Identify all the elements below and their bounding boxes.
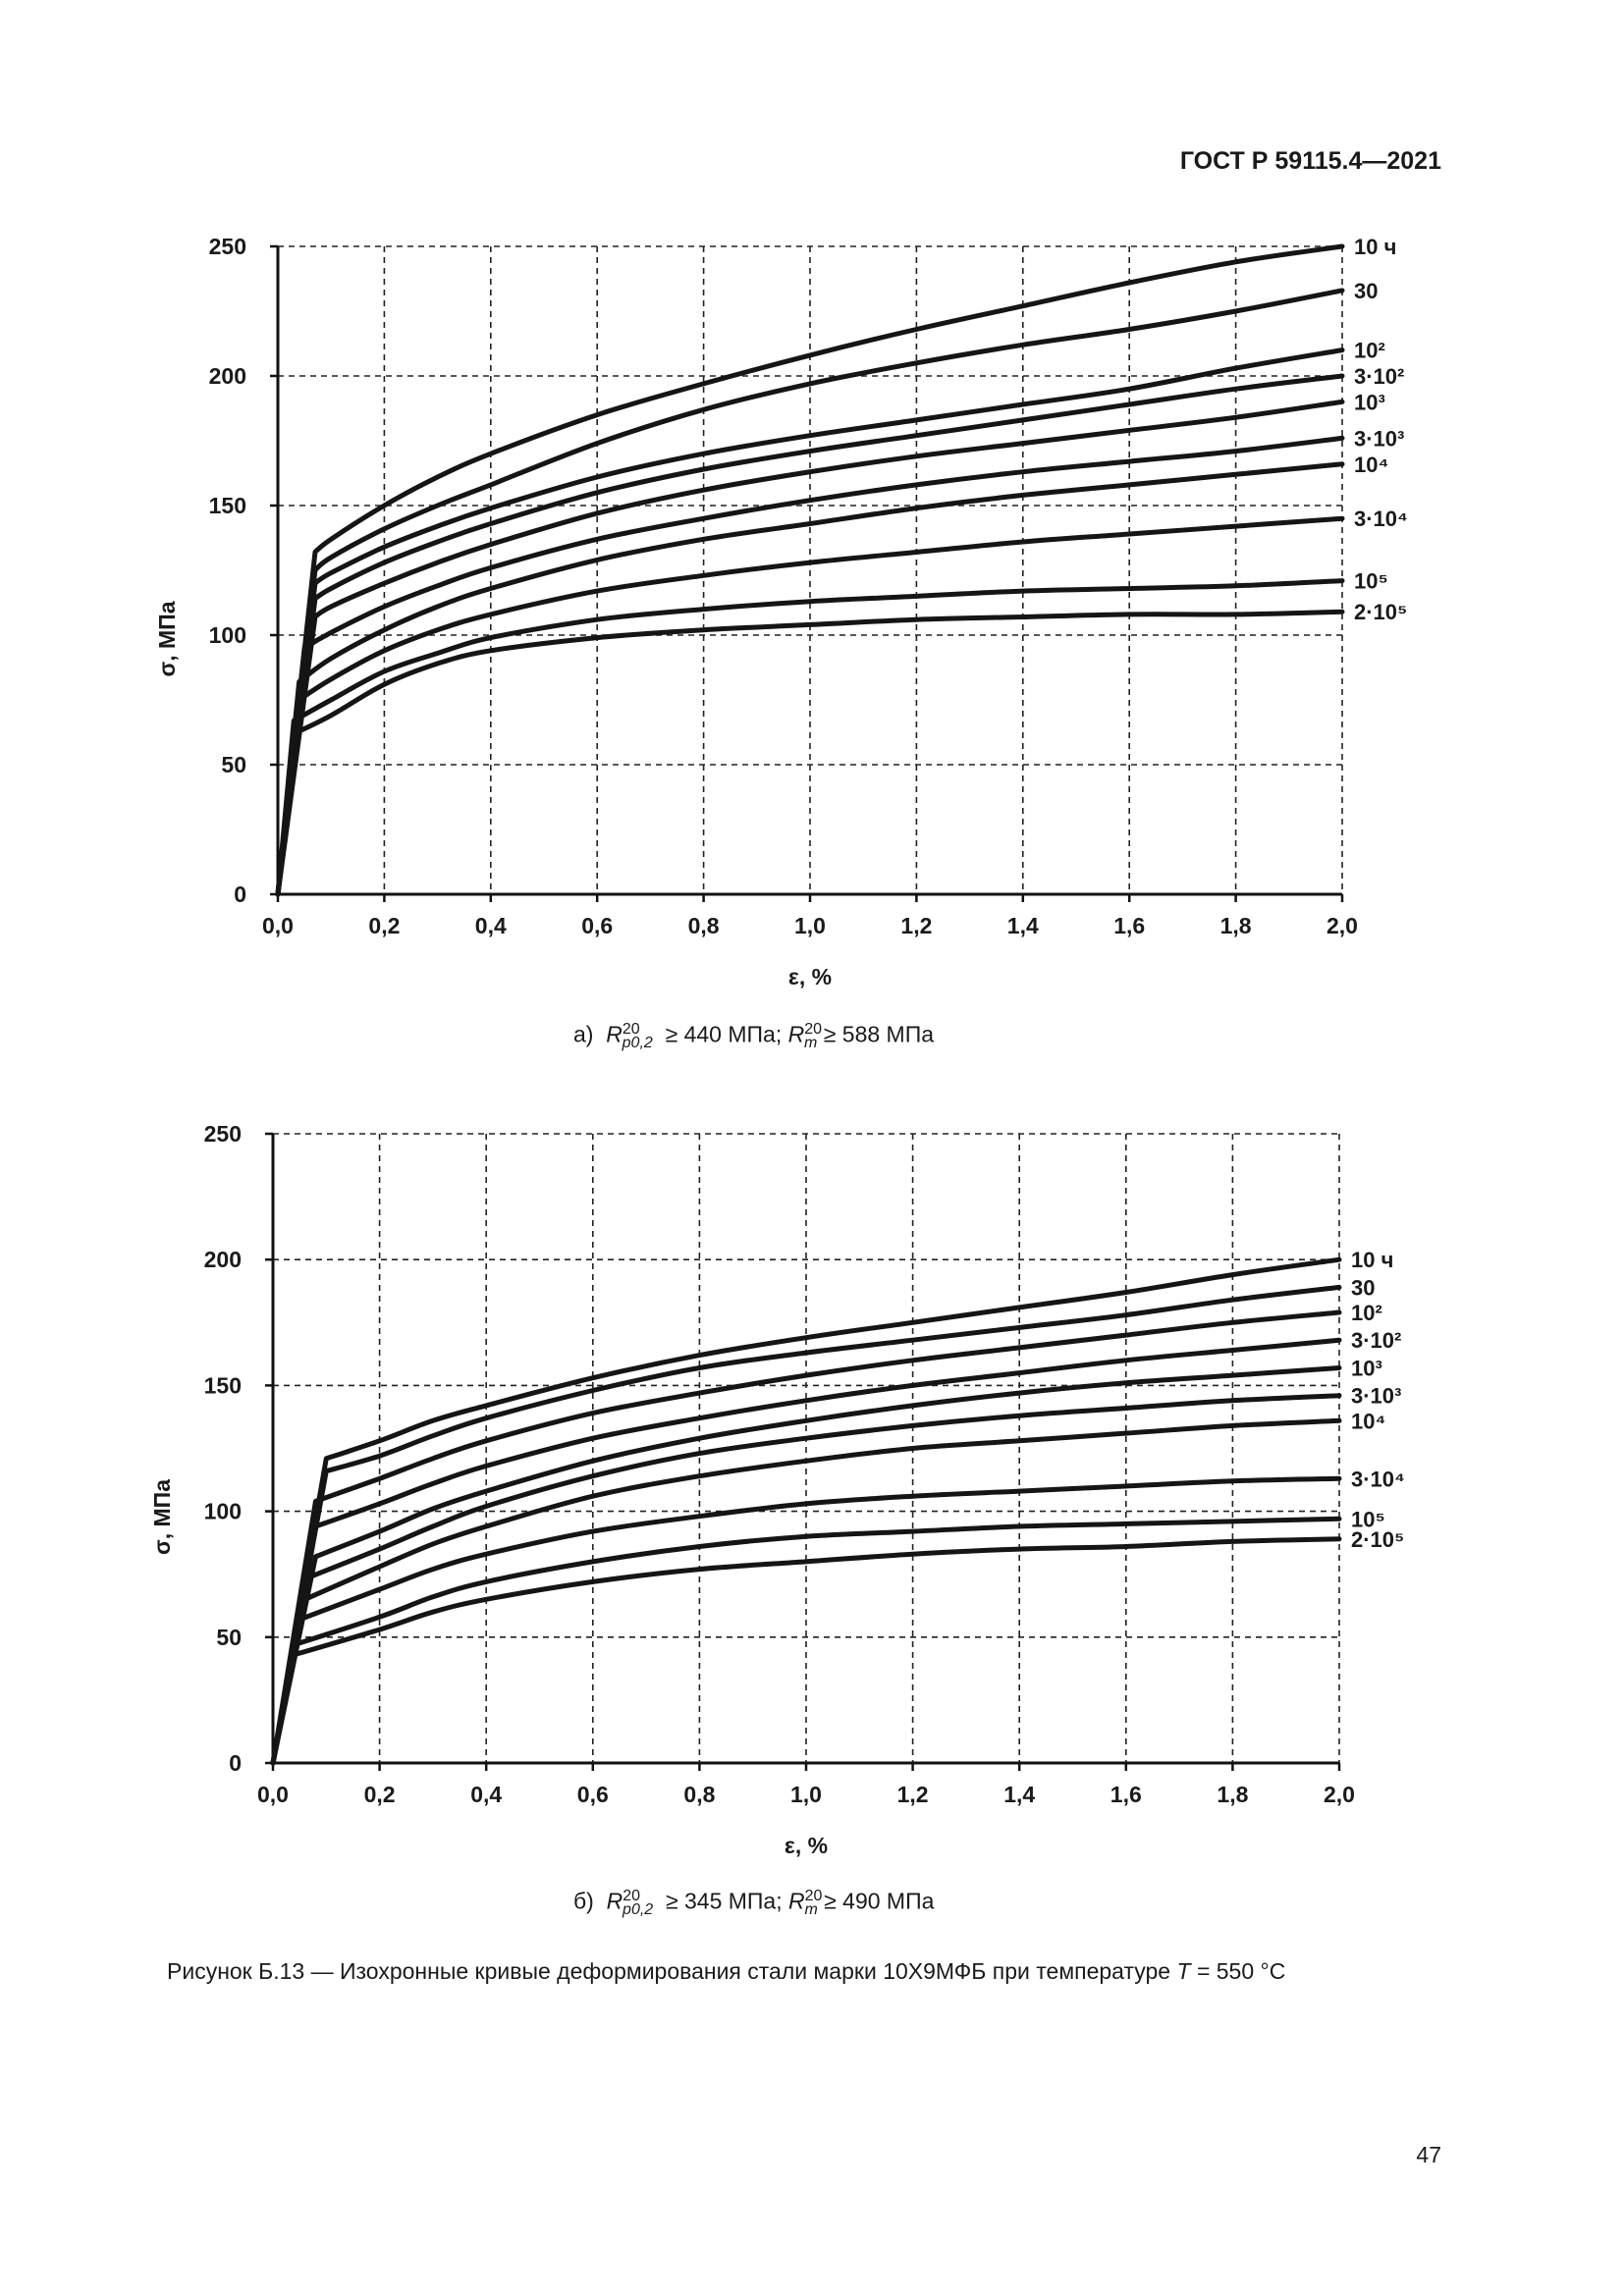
y-tick-label: 50 <box>221 752 246 777</box>
series-label: 30 <box>1354 279 1378 303</box>
x-tick-label: 1,6 <box>1113 913 1145 938</box>
x-tick-label: 1,0 <box>790 1782 822 1807</box>
x-tick-label: 0,2 <box>368 913 400 938</box>
chart-b: 0,0 0,2 0,4 0,6 0,8 1,0 1,2 1,4 1,6 1,8 2,0 0 50 100 1… <box>149 1121 1405 1858</box>
y-tick-label: 250 <box>209 234 246 259</box>
y-tick-label: 100 <box>204 1499 242 1524</box>
chart-b-grid <box>273 1133 1340 1763</box>
series-label: 3·10⁴ <box>1351 1467 1405 1491</box>
chart-b-caption: б) R20p0,2 ≥ 345 МПа; R20m ≥ 490 МПа <box>573 1888 935 1919</box>
x-tick-label: 1,4 <box>1007 913 1039 938</box>
series-label: 10⁵ <box>1351 1507 1385 1531</box>
x-tick-label: 0,2 <box>364 1782 396 1807</box>
series-line <box>270 1256 1342 1766</box>
series-line <box>275 609 1345 897</box>
series-label: 10 ч <box>1351 1248 1393 1272</box>
y-tick-label: 0 <box>229 1750 242 1776</box>
series-label: 10³ <box>1351 1356 1382 1380</box>
y-tick-label: 100 <box>209 622 246 648</box>
series-line <box>270 1417 1342 1766</box>
series-line <box>270 1536 1342 1766</box>
x-tick-label: 0,0 <box>262 913 294 938</box>
x-tick-label: 0,8 <box>688 913 720 938</box>
chart-a: 0,0 0,2 0,4 0,6 0,8 1,0 1,2 1,4 1,6 1,8 2,0 0 50 100 1… <box>154 234 1408 989</box>
x-tick-label: 1,2 <box>900 913 932 938</box>
y-tick-label: 200 <box>204 1247 242 1272</box>
x-tick-label: 2,0 <box>1326 913 1358 938</box>
series-line <box>270 1309 1342 1766</box>
x-tick-label: 0,4 <box>475 913 507 938</box>
series-label: 3·10⁴ <box>1354 507 1408 531</box>
series-line <box>275 578 1345 897</box>
chart-a-series <box>275 243 1345 897</box>
series-line <box>275 243 1345 897</box>
y-axis-label: σ, МПа <box>149 1479 175 1555</box>
y-axis-label: σ, МПа <box>154 601 180 676</box>
series-line <box>270 1516 1342 1766</box>
series-line <box>275 399 1345 897</box>
figure-caption: Рисунок Б.13 — Изохронные кривые деформи… <box>167 1958 1286 1984</box>
x-axis-label: ε, % <box>785 1833 828 1858</box>
x-tick-label: 1,8 <box>1217 1782 1248 1807</box>
y-tick-label: 150 <box>204 1372 242 1398</box>
series-label: 2·10⁵ <box>1354 600 1407 624</box>
series-label: 10 ч <box>1354 235 1396 259</box>
x-tick-label: 0,6 <box>581 913 613 938</box>
x-tick-label: 1,2 <box>897 1782 929 1807</box>
y-tick-label: 200 <box>209 363 246 389</box>
y-tick-label: 50 <box>216 1625 242 1650</box>
series-line <box>270 1365 1342 1766</box>
document-code: ГОСТ Р 59115.4—2021 <box>1179 147 1441 175</box>
series-line <box>275 373 1345 897</box>
x-tick-label: 0,6 <box>577 1782 609 1807</box>
y-tick-label: 0 <box>234 881 246 907</box>
x-tick-label: 1,8 <box>1220 913 1252 938</box>
x-axis-label: ε, % <box>788 964 832 989</box>
chart-a-caption: а) R20p0,2 ≥ 440 МПа; R20m ≥ 588 МПа <box>573 1021 935 1052</box>
series-label: 10² <box>1351 1301 1382 1325</box>
x-tick-label: 0,4 <box>470 1782 502 1807</box>
series-label: 3·10² <box>1354 364 1404 389</box>
series-label: 30 <box>1351 1275 1375 1300</box>
chart-a-grid <box>278 245 1343 894</box>
series-line <box>270 1284 1342 1766</box>
series-label: 10³ <box>1354 390 1385 414</box>
x-tick-label: 2,0 <box>1324 1782 1355 1807</box>
series-line <box>275 435 1345 897</box>
x-tick-label: 1,4 <box>1003 1782 1035 1807</box>
series-line <box>270 1393 1342 1766</box>
series-line <box>275 461 1345 897</box>
x-tick-label: 0,8 <box>683 1782 715 1807</box>
series-line <box>275 288 1345 897</box>
series-line <box>275 515 1345 897</box>
page-number: 47 <box>1416 2142 1441 2167</box>
series-label: 10² <box>1354 339 1385 363</box>
x-tick-label: 1,6 <box>1110 1782 1142 1807</box>
y-tick-label: 250 <box>204 1121 242 1147</box>
series-label: 2·10⁵ <box>1351 1527 1404 1552</box>
chart-b-series <box>270 1256 1342 1766</box>
series-line <box>270 1475 1342 1766</box>
series-line <box>275 347 1345 897</box>
series-line <box>270 1337 1342 1766</box>
series-label: 3·10³ <box>1354 426 1404 451</box>
series-label: 10⁵ <box>1354 569 1388 594</box>
y-tick-label: 150 <box>209 493 246 518</box>
series-label: 10⁴ <box>1351 1409 1385 1433</box>
x-tick-label: 1,0 <box>794 913 826 938</box>
series-label: 3·10³ <box>1351 1384 1401 1409</box>
x-tick-label: 0,0 <box>257 1782 289 1807</box>
series-label: 3·10² <box>1351 1328 1401 1353</box>
series-label: 10⁴ <box>1354 453 1388 477</box>
